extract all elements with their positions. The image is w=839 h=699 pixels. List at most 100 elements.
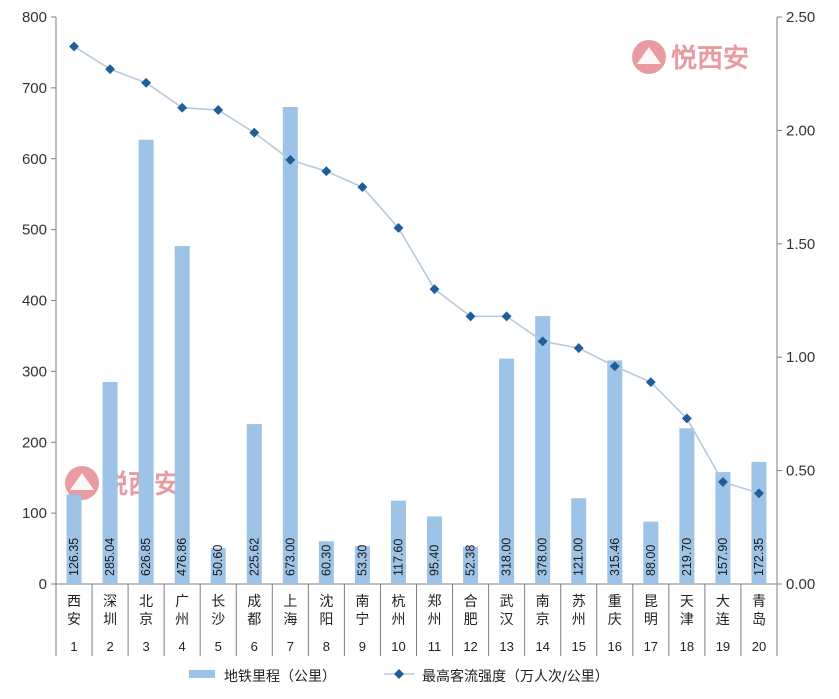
- series-point: [717, 476, 728, 487]
- bar-data-label: 378.00: [536, 538, 550, 576]
- bar-data-label: 95.40: [428, 545, 442, 576]
- rank-label: 15: [571, 639, 585, 654]
- y-left-tick-label: 600: [22, 151, 47, 168]
- series-point: [69, 41, 79, 52]
- series-point: [105, 64, 116, 75]
- watermark-logo-mark: [70, 473, 94, 490]
- bar-data-label: 157.90: [716, 538, 730, 576]
- y-left-tick-label: 300: [22, 363, 47, 380]
- bar-data-label: 50.60: [211, 545, 225, 576]
- y-left-tick-label: 100: [22, 505, 47, 522]
- y-right-tick-label: 1.50: [786, 236, 815, 253]
- bar-data-label: 121.00: [572, 538, 586, 576]
- rank-label: 4: [179, 639, 186, 654]
- legend-bar-label: 地铁里程（公里）: [224, 669, 336, 685]
- bar: [679, 428, 695, 584]
- bar-data-label: 476.86: [175, 538, 189, 576]
- rank-label: 5: [215, 639, 222, 654]
- watermark-left: 悦西安: [65, 466, 180, 500]
- bar: [66, 494, 82, 584]
- series-point: [537, 336, 548, 347]
- rank-label: 10: [391, 639, 405, 654]
- rank-label: 1: [70, 639, 77, 654]
- category-label: 武汉: [500, 594, 514, 628]
- bar-data-label: 673.00: [283, 538, 297, 576]
- series-point: [213, 105, 224, 115]
- rank-label: 11: [428, 639, 442, 654]
- bar-data-label: 318.00: [500, 538, 514, 576]
- series-point: [357, 182, 368, 193]
- series-point: [754, 488, 764, 499]
- category-labels: 西安 1 深圳 2 北京 3 广州 4 长沙 5 成都 6 上海 7 沈阳 8 南宁 9 杭州 10 郑州 11 合肥 12 武…: [67, 594, 766, 654]
- legend-line-marker: [394, 669, 404, 679]
- category-label: 深圳: [103, 594, 117, 628]
- rank-label: 8: [323, 639, 330, 654]
- legend: 地铁里程（公里） 最高客流强度（万人次/公里）: [189, 668, 609, 685]
- rank-label: 2: [106, 639, 113, 654]
- legend-line-label: 最高客流强度（万人次/公里）: [422, 668, 609, 685]
- bar: [643, 521, 659, 584]
- bar: [535, 316, 551, 584]
- bar-data-label: 225.62: [247, 538, 261, 576]
- bar: [354, 546, 370, 584]
- y-left-tick-label: 500: [22, 222, 47, 239]
- bar-data-label: 60.30: [319, 545, 333, 576]
- y-left-tick-label: 0: [39, 576, 47, 593]
- series-point: [141, 77, 152, 88]
- category-label: 天津: [680, 594, 694, 628]
- bar-data-label: 117.60: [391, 539, 405, 576]
- series-point: [393, 222, 404, 233]
- series-point: [321, 166, 332, 177]
- bar: [102, 381, 118, 584]
- series-line: [73, 45, 760, 495]
- y-left-tick-label: 700: [22, 80, 47, 97]
- category-label: 苏州: [572, 594, 586, 628]
- bar-data-label: 219.70: [680, 538, 694, 576]
- rank-label: 20: [752, 639, 766, 654]
- bar: [390, 500, 406, 584]
- bar: [138, 139, 154, 584]
- category-label: 北京: [139, 594, 153, 628]
- y-left-tick-label: 800: [22, 9, 47, 26]
- bar: [499, 358, 515, 584]
- watermark-text-top: 悦西安: [671, 43, 749, 74]
- y-left-tick-label: 400: [22, 293, 47, 310]
- series-point: [609, 361, 620, 372]
- bar: [607, 360, 623, 584]
- bar: [427, 516, 443, 584]
- y-right-tick-label: 0.00: [786, 576, 815, 593]
- category-label: 杭州: [391, 594, 405, 628]
- rank-label: 7: [287, 639, 294, 654]
- category-label: 青岛: [752, 594, 766, 628]
- bar: [174, 246, 190, 584]
- bar-data-label: 53.30: [355, 545, 369, 576]
- bar: [210, 548, 226, 584]
- series-point: [573, 343, 584, 354]
- rank-label: 13: [499, 639, 513, 654]
- series-point: [501, 311, 512, 322]
- watermark-logo-mark: [637, 47, 661, 64]
- rank-label: 9: [359, 639, 366, 654]
- bar: [318, 541, 334, 584]
- series-point: [681, 413, 692, 424]
- category-label: 上海: [283, 594, 297, 628]
- series-point: [177, 102, 188, 113]
- bar-data-labels: 126.35 285.04 626.85 476.86 50.60 225.62 673.0…: [67, 538, 766, 576]
- bar-data-label: 285.04: [103, 538, 117, 576]
- category-label: 长沙: [211, 594, 225, 628]
- bar-data-label: 52.38: [464, 545, 478, 576]
- series-point: [285, 154, 296, 165]
- rank-label: 17: [644, 639, 658, 654]
- category-label: 重庆: [608, 594, 622, 628]
- category-label: 合肥: [464, 594, 478, 628]
- rank-label: 6: [251, 639, 258, 654]
- bars-series: [66, 107, 767, 584]
- bar-data-label: 626.85: [139, 538, 153, 576]
- category-label: 广州: [175, 594, 189, 628]
- y-right-tick-label: 2.50: [786, 9, 815, 26]
- watermark-top: 悦西安: [632, 40, 749, 74]
- rank-label: 18: [680, 639, 694, 654]
- bar: [282, 107, 298, 584]
- y-right-tick-label: 0.50: [786, 463, 815, 480]
